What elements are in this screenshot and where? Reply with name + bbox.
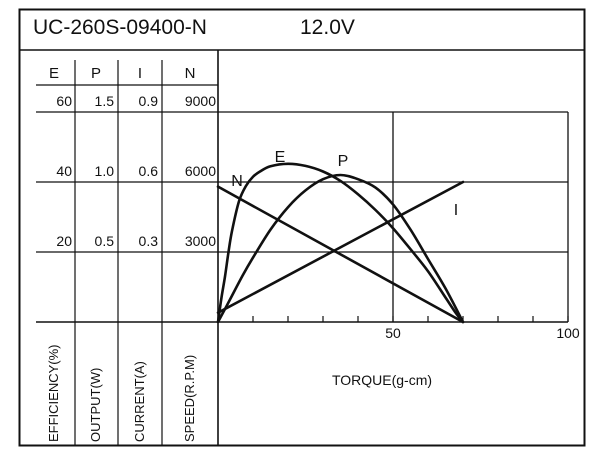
y-tick-label-P: 0.5 [95, 233, 115, 249]
chart-frame [18, 8, 586, 447]
series-label-P: P [338, 153, 349, 170]
series-label-I: I [454, 202, 458, 219]
chart-title: UC-260S-09400-N [33, 16, 207, 39]
y-tick-label-P: 1.5 [95, 93, 115, 109]
y-tick-label-N: 9000 [185, 93, 216, 109]
chart-dynamic-layer: 50 100 E 20 40 60 EFFICIENCY(%) P 0.5 1.0 1.5 OUTPU… [36, 50, 580, 445]
axis-label-E: EFFICIENCY(%) [46, 345, 61, 443]
series-line-E [216, 162, 465, 324]
y-tick-label-I: 0.3 [139, 233, 159, 249]
series-line-N [216, 185, 465, 324]
y-tick-label-N: 6000 [185, 163, 216, 179]
axis-header-E: E [49, 65, 59, 82]
x-tick-label: 50 [385, 325, 401, 341]
series-line-P [216, 173, 465, 324]
series-label-E: E [275, 149, 286, 166]
y-tick-label-E: 60 [56, 93, 72, 109]
x-tick-label: 100 [556, 325, 580, 341]
axis-label-I: CURRENT(A) [132, 361, 147, 442]
axis-label-N: SPEED(R.P.M) [182, 355, 197, 442]
axis-header-I: I [138, 65, 142, 82]
axis-label-P: OUTPUT(W) [88, 368, 103, 442]
y-tick-label-E: 40 [56, 163, 72, 179]
axis-header-P: P [91, 65, 101, 82]
y-tick-label-N: 3000 [185, 233, 216, 249]
y-tick-label-I: 0.9 [139, 93, 159, 109]
y-tick-label-P: 1.0 [95, 163, 115, 179]
chart-subtitle: 12.0V [300, 16, 355, 39]
series-line-I [216, 180, 465, 314]
y-tick-label-I: 0.6 [139, 163, 159, 179]
y-tick-label-E: 20 [56, 233, 72, 249]
x-axis-title: TORQUE(g-cm) [332, 372, 432, 388]
series-label-N: N [231, 173, 243, 190]
axis-header-N: N [185, 65, 196, 82]
